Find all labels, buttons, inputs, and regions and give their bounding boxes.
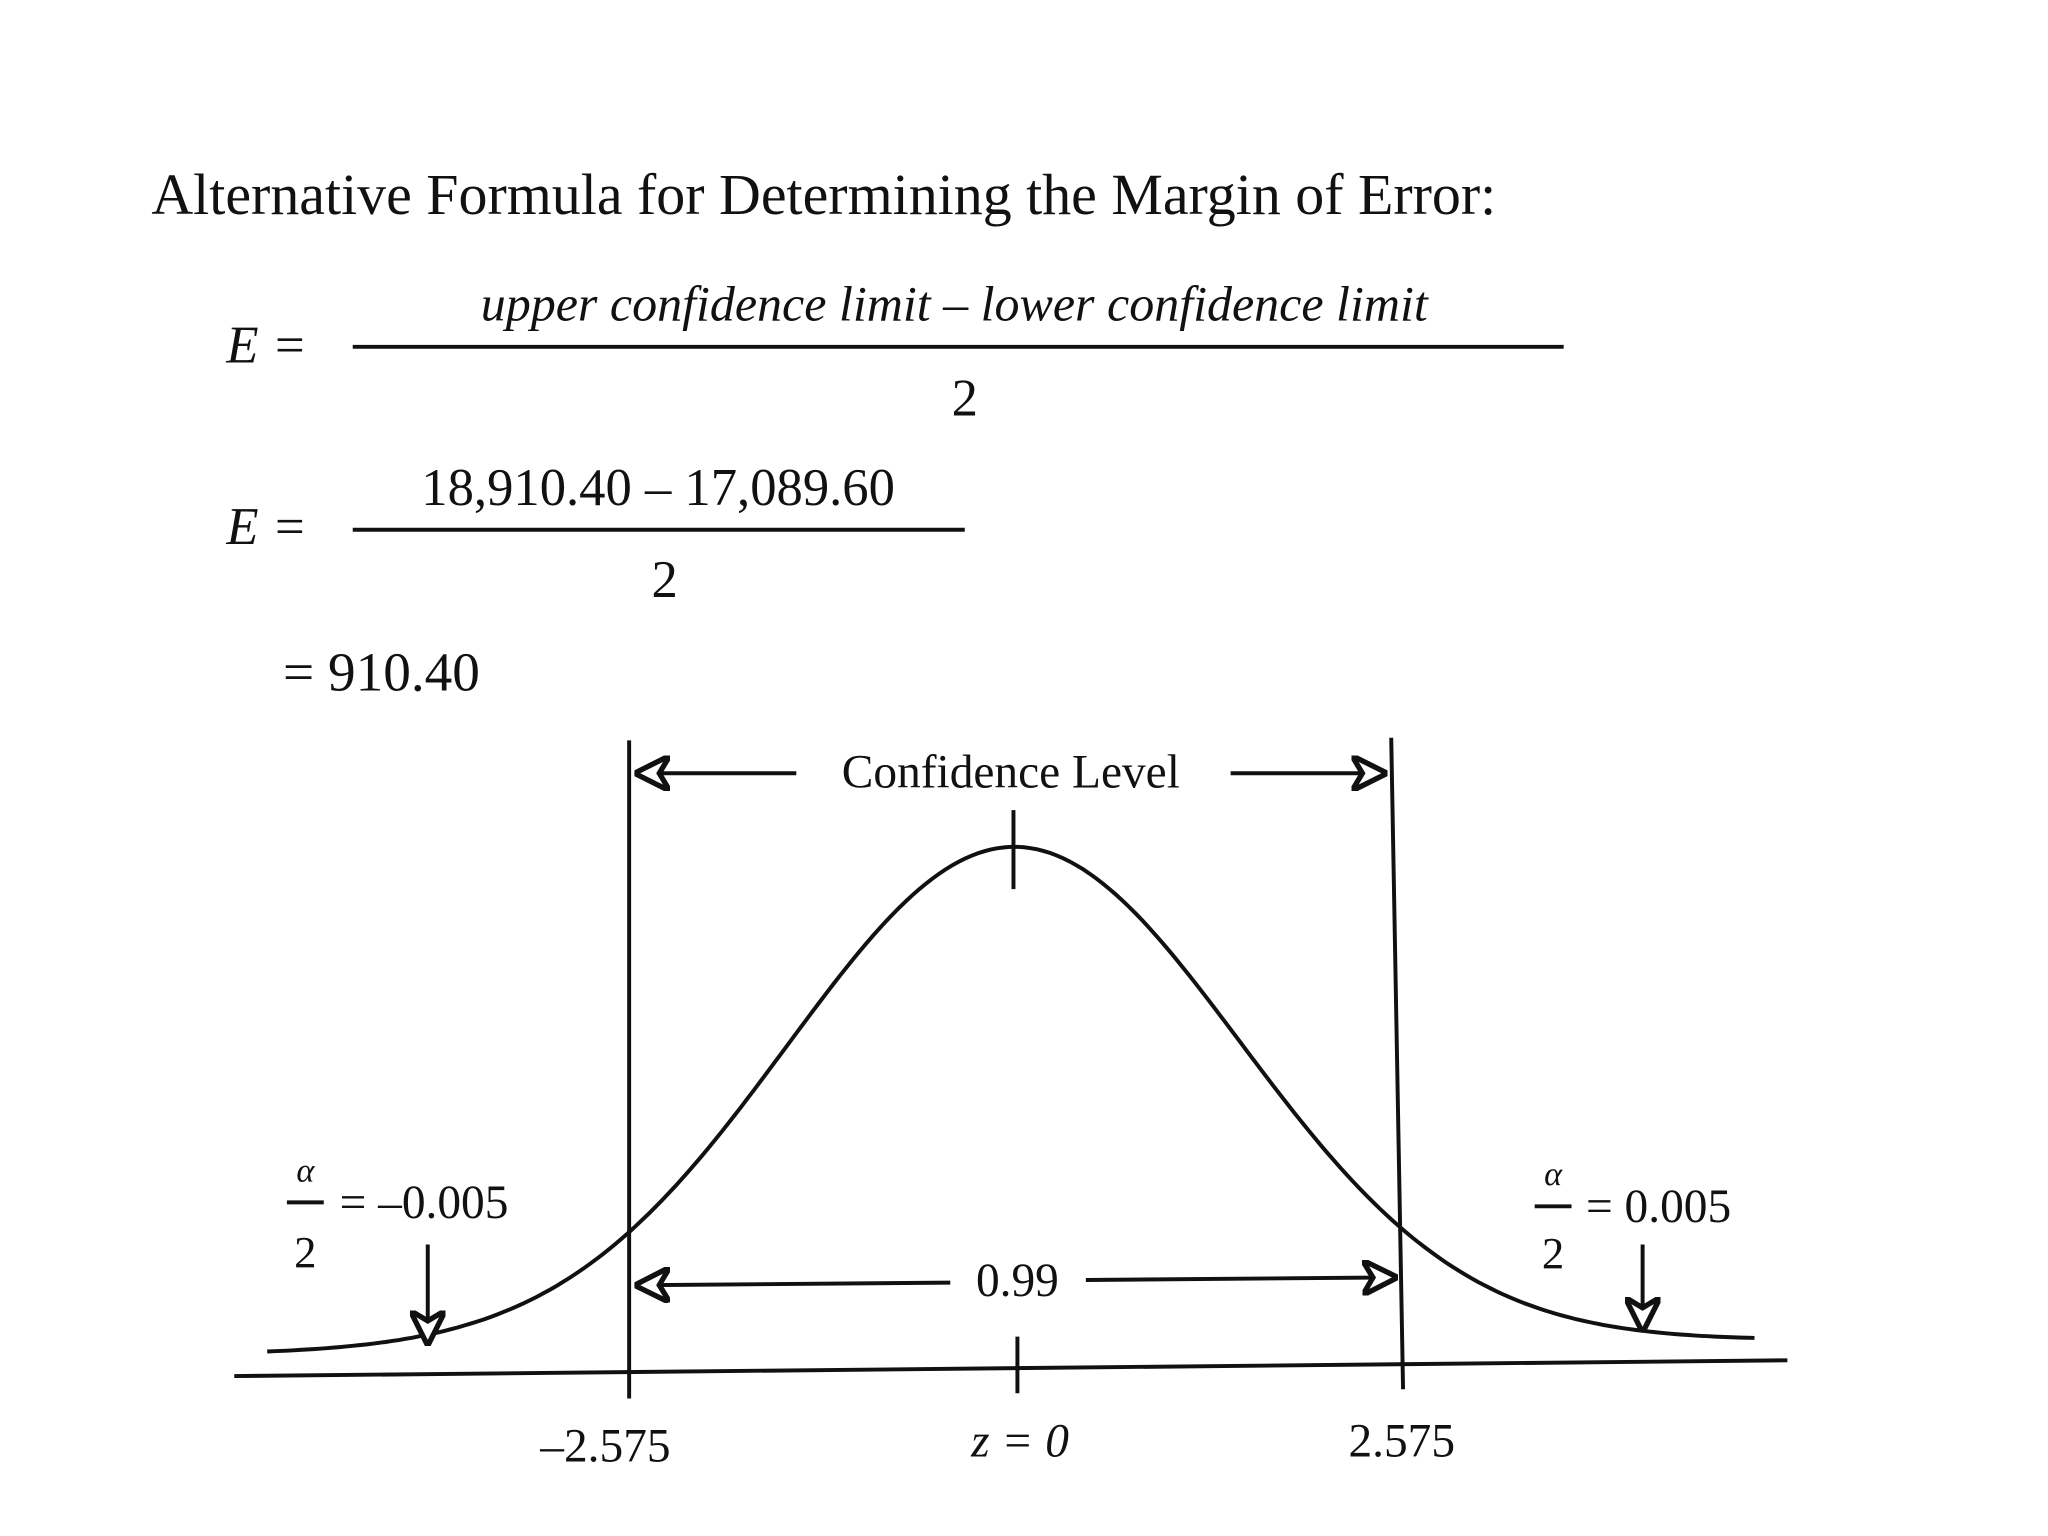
center-area-label: 0.99 — [976, 1255, 1059, 1307]
tail-numerator: α — [1544, 1156, 1563, 1193]
axis-label: 2.575 — [1348, 1415, 1455, 1467]
baseline — [234, 1358, 1788, 1379]
tail-numerator: α — [296, 1152, 315, 1189]
formula-lhs: E = — [225, 498, 307, 556]
result: = 910.40 — [283, 641, 480, 702]
arrow — [1085, 1277, 1398, 1280]
arrow — [634, 1283, 951, 1286]
axis-label: –2.575 — [539, 1421, 670, 1473]
tail-denominator: 2 — [294, 1227, 316, 1277]
tail-value: = –0.005 — [340, 1177, 509, 1229]
tail-denominator: 2 — [1542, 1228, 1564, 1278]
formula-denominator: 2 — [952, 369, 978, 427]
formula-lhs: E = — [225, 317, 307, 375]
bell-curve — [267, 844, 1755, 1354]
title: Alternative Formula for Determining the … — [151, 162, 1496, 227]
boundary-line — [1389, 737, 1406, 1390]
axis-label: z = 0 — [970, 1415, 1069, 1467]
formula-numerator: 18,910.40 – 17,089.60 — [421, 459, 895, 517]
formula-denominator: 2 — [652, 551, 678, 609]
tail-value: = 0.005 — [1586, 1181, 1731, 1233]
confidence-label: Confidence Level — [842, 747, 1180, 799]
normal-diagram: Confidence Level 0.99 α 2 = –0.005 α 2 =… — [234, 737, 1788, 1473]
formula-numerator: upper confidence limit – lower confidenc… — [481, 275, 1429, 331]
